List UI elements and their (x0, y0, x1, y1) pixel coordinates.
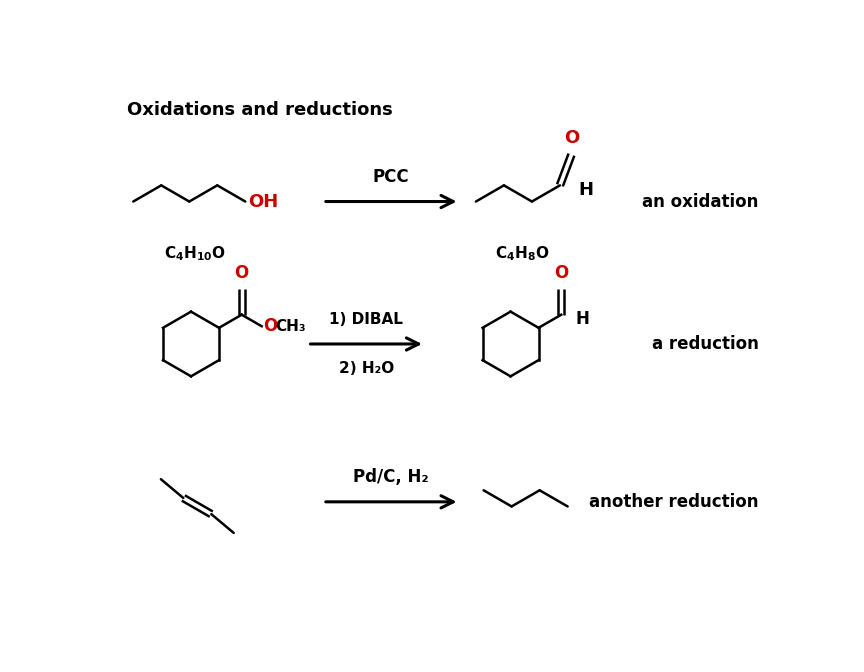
Text: OH: OH (248, 193, 278, 210)
Text: CH₃: CH₃ (276, 319, 306, 334)
Text: Pd/C, H₂: Pd/C, H₂ (353, 468, 429, 487)
Text: O: O (264, 317, 277, 335)
Text: H: H (575, 310, 589, 329)
Text: 1) DIBAL: 1) DIBAL (329, 312, 403, 327)
Text: H: H (578, 181, 594, 199)
Text: Oxidations and reductions: Oxidations and reductions (127, 101, 393, 120)
Text: $\mathbf{C_4H_8O}$: $\mathbf{C_4H_8O}$ (495, 244, 550, 263)
Text: another reduction: another reduction (589, 493, 759, 511)
Text: O: O (564, 129, 579, 147)
Text: $\mathbf{C_4H_{10}O}$: $\mathbf{C_4H_{10}O}$ (164, 244, 226, 263)
Text: an oxidation: an oxidation (642, 193, 759, 210)
Text: O: O (554, 264, 569, 282)
Text: 2) H₂O: 2) H₂O (339, 361, 394, 376)
Text: a reduction: a reduction (651, 335, 759, 353)
Text: O: O (234, 264, 249, 282)
Text: PCC: PCC (373, 168, 410, 186)
